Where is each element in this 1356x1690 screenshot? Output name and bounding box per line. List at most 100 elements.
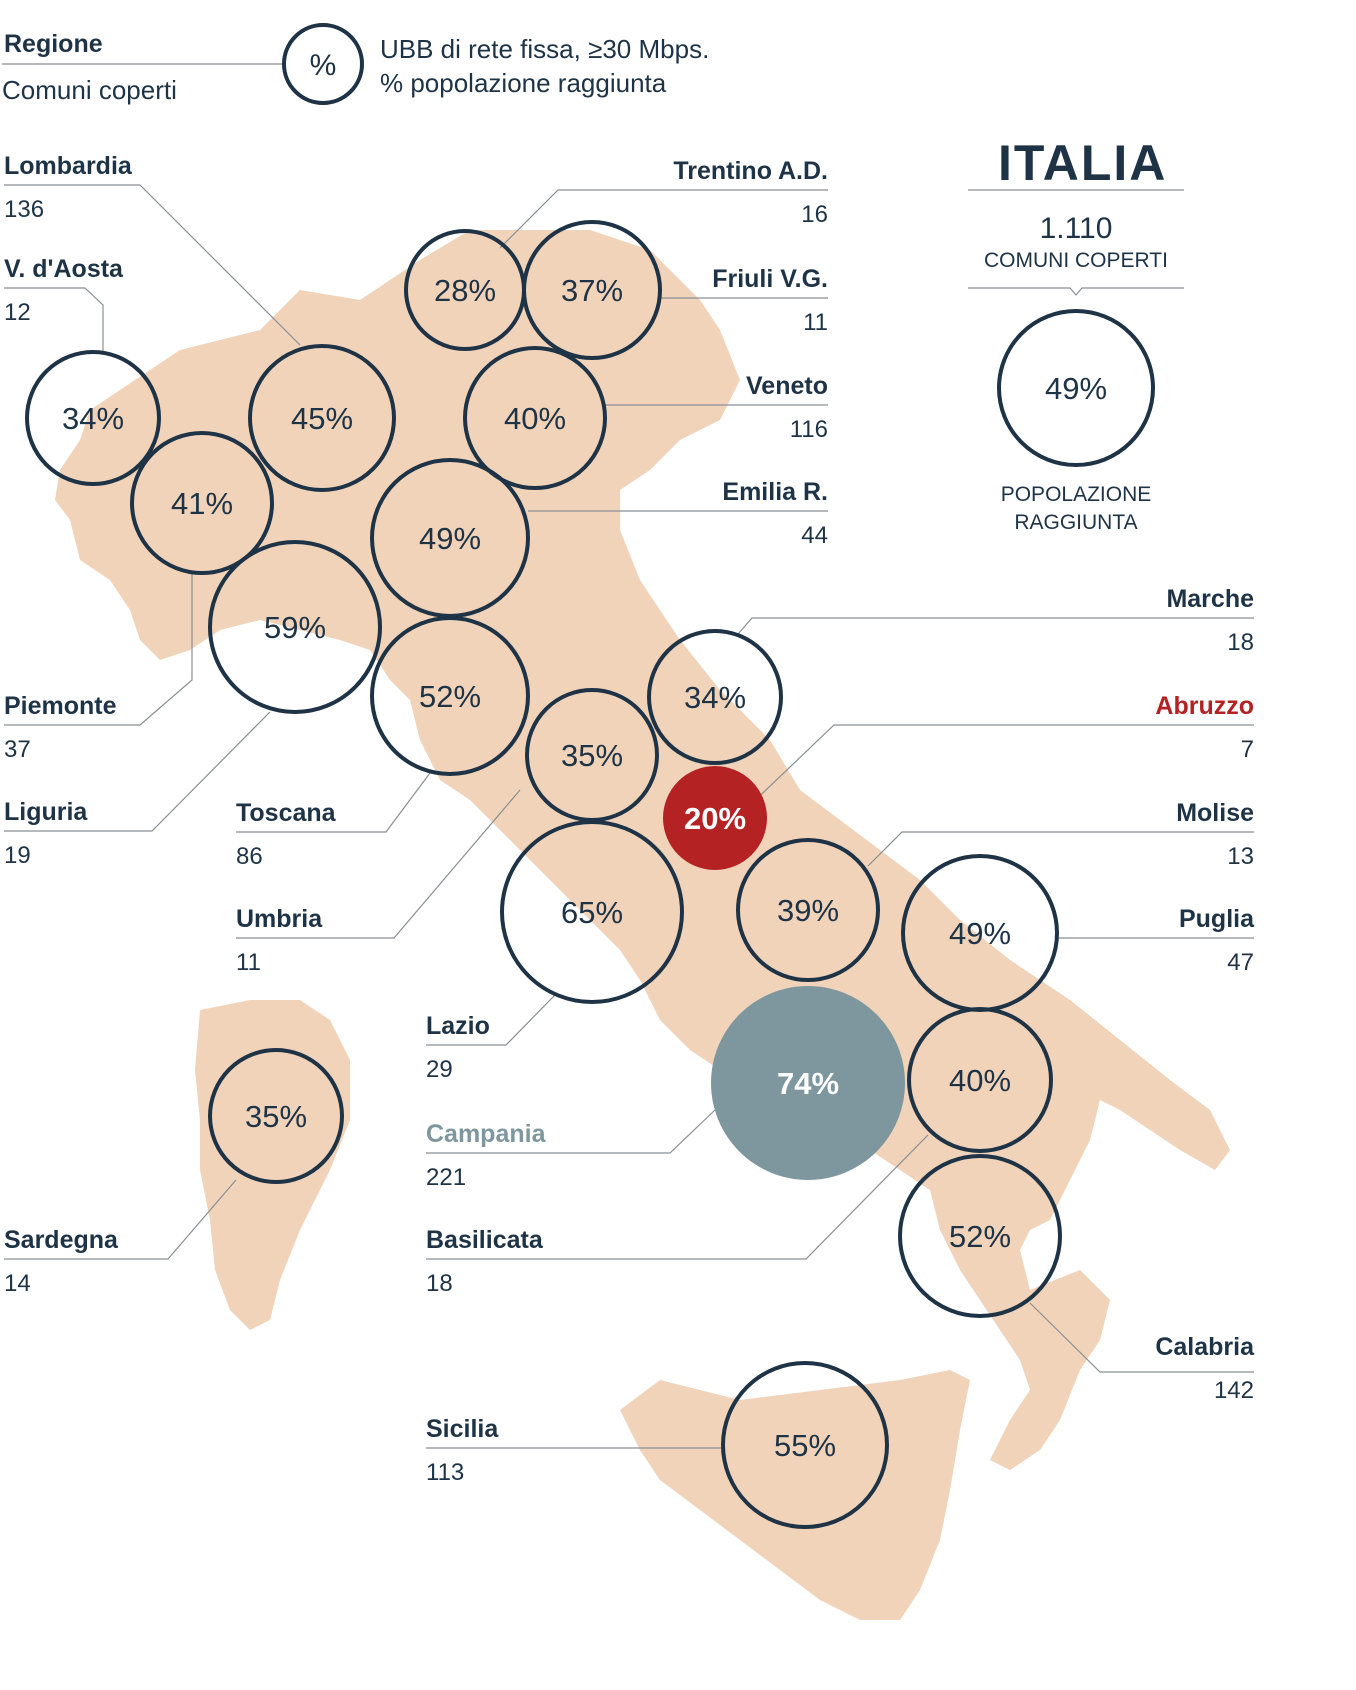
abruzzo-bubble <box>663 766 767 870</box>
lombardia-name: Lombardia <box>4 152 132 180</box>
sardinia-shape <box>195 1000 350 1330</box>
lazio-leader-line <box>426 994 556 1046</box>
sardegna-percent: 35% <box>245 1099 307 1134</box>
umbria-count: 11 <box>236 949 261 976</box>
lazio-name: Lazio <box>426 1012 490 1040</box>
marche-leader-line <box>737 617 1254 635</box>
friuli-name: Friuli V.G. <box>712 265 828 293</box>
veneto-count: 116 <box>789 416 828 443</box>
calabria-name: Calabria <box>1155 1333 1254 1361</box>
umbria-leader-line <box>236 789 521 939</box>
puglia-name: Puglia <box>1178 905 1254 933</box>
lombardia-bubble <box>248 344 396 492</box>
vaosta-name: V. d'Aosta <box>4 255 123 283</box>
sardegna-count: 14 <box>4 1270 31 1297</box>
trentino-count: 16 <box>801 201 828 228</box>
lombardia-count: 136 <box>4 196 45 223</box>
legend-description-line-2: % popolazione raggiunta <box>380 68 667 98</box>
sicily-shape <box>620 1370 970 1620</box>
campania-bubble <box>711 986 905 1180</box>
liguria-name: Liguria <box>4 798 88 826</box>
emilia-count: 44 <box>801 522 828 549</box>
piemonte-percent: 41% <box>171 486 233 521</box>
liguria-bubble <box>208 540 382 714</box>
veneto-name: Veneto <box>746 372 828 400</box>
liguria-leader-line <box>4 711 271 832</box>
marche-count: 18 <box>1227 629 1254 656</box>
leader-lines <box>4 184 1254 1449</box>
legend-symbol-ring <box>282 23 364 105</box>
sicilia-count: 113 <box>426 1459 465 1486</box>
molise-count: 13 <box>1227 843 1254 870</box>
legend-count-label: Comuni coperti <box>2 75 177 105</box>
national-percent-label-1: POPOLAZIONE <box>1000 483 1152 506</box>
trentino-name: Trentino A.D. <box>673 157 828 185</box>
molise-name: Molise <box>1176 799 1254 827</box>
piemonte-leader-line <box>4 573 193 726</box>
abruzzo-name: Abruzzo <box>1155 692 1254 720</box>
puglia-percent: 49% <box>949 916 1011 951</box>
basilicata-count: 18 <box>426 1270 453 1297</box>
sicilia-name: Sicilia <box>426 1415 499 1443</box>
sardegna-name: Sardegna <box>4 1226 118 1254</box>
basilicata-name: Basilicata <box>426 1226 543 1254</box>
vaosta-leader-line <box>4 287 104 352</box>
campania-count: 221 <box>426 1164 467 1191</box>
vaosta-percent: 34% <box>62 401 124 436</box>
lazio-percent: 65% <box>561 895 623 930</box>
legend-symbol: % <box>310 49 337 82</box>
basilicata-percent: 40% <box>949 1063 1011 1098</box>
molise-leader-line <box>867 831 1254 867</box>
piemonte-bubble <box>130 431 274 575</box>
region-bubbles: 45% 34% 41% 59% 52% 35% 65% 74% 40% 35% 55% 28% 37% 4… <box>25 220 1062 1529</box>
national-count: 1.110 <box>1039 212 1113 245</box>
sicilia-bubble <box>721 1361 889 1529</box>
emilia-bubble <box>370 458 530 618</box>
molise-bubble <box>736 838 880 982</box>
friuli-bubble <box>522 220 662 360</box>
sardegna-leader-line <box>4 1179 237 1260</box>
piemonte-count: 37 <box>4 736 31 763</box>
lazio-bubble <box>500 820 684 1004</box>
lazio-count: 29 <box>426 1056 453 1083</box>
national-percent-ring <box>997 309 1155 467</box>
lombardia-percent: 45% <box>291 401 353 436</box>
emilia-percent: 49% <box>419 521 481 556</box>
national-percent-label-2: RAGGIUNTA <box>1014 511 1138 534</box>
national-divider-bottom <box>968 287 1184 296</box>
trentino-percent: 28% <box>434 273 496 308</box>
puglia-count: 47 <box>1227 949 1254 976</box>
campania-leader-line <box>426 1109 716 1154</box>
calabria-count: 142 <box>1213 1377 1254 1404</box>
toscana-leader-line <box>236 772 431 833</box>
lombardia-leader-line <box>4 184 301 346</box>
calabria-bubble <box>898 1154 1062 1318</box>
national-ring: 49% <box>968 189 1184 467</box>
marche-bubble <box>647 629 783 765</box>
friuli-percent: 37% <box>561 273 623 308</box>
campania-percent: 74% <box>777 1066 839 1101</box>
abruzzo-leader-line <box>744 724 1254 811</box>
national-percent: 49% <box>1045 371 1107 406</box>
national-count-label: COMUNI COPERTI <box>984 249 1168 272</box>
trentino-leader-line <box>499 189 828 249</box>
vaosta-count: 12 <box>4 299 31 326</box>
abruzzo-percent: 20% <box>684 801 746 836</box>
emilia-name: Emilia R. <box>722 478 828 506</box>
marche-name: Marche <box>1166 585 1254 613</box>
umbria-percent: 35% <box>561 738 623 773</box>
sardegna-bubble <box>208 1048 344 1184</box>
legend-ring: % <box>2 23 364 105</box>
veneto-bubble <box>463 346 607 490</box>
toscana-percent: 52% <box>419 679 481 714</box>
umbria-name: Umbria <box>236 905 323 933</box>
campania-name: Campania <box>426 1120 546 1148</box>
italy-landmass <box>55 230 1230 1620</box>
friuli-count: 11 <box>803 309 828 336</box>
basilicata-leader-line <box>426 1134 929 1260</box>
piemonte-name: Piemonte <box>4 692 117 720</box>
national-title: ITALIA <box>998 135 1168 191</box>
toscana-name: Toscana <box>236 799 336 827</box>
